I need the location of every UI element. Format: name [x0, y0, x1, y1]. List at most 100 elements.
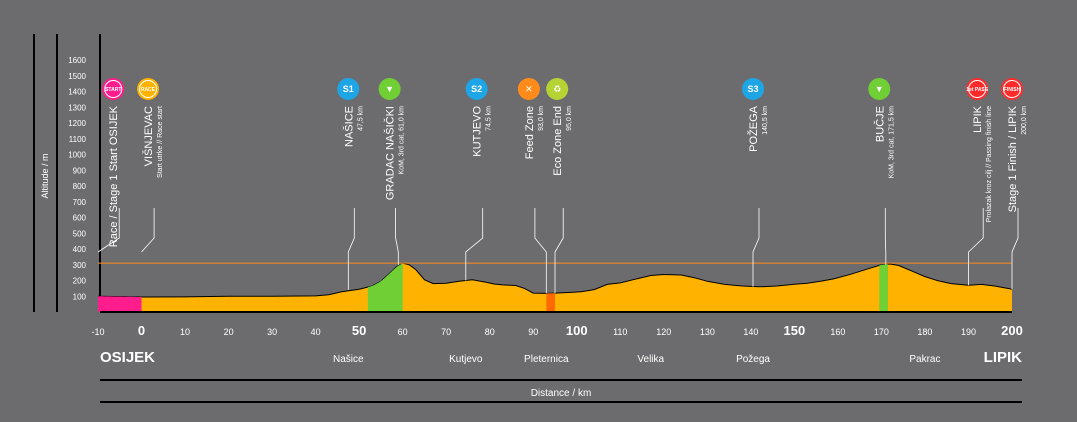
feed-icon-label: ✕: [525, 84, 533, 94]
point-name: VIŠNJEVAC: [142, 106, 155, 166]
x-axis-title: Distance / km: [531, 388, 592, 399]
course-point-start: START Race / Stage 1 Start OSIJEK: [97, 78, 125, 253]
course-points-group: START Race / Stage 1 Start OSIJEK RACE VIŠN…: [97, 78, 1028, 294]
course-point-feed: ✕ Feed Zone 93,0 km: [517, 78, 547, 294]
point-subtitle: 74,5 km: [486, 106, 493, 131]
x-tick-label: 10: [180, 327, 190, 337]
profile-area-group: [97, 262, 1013, 312]
point-name: Race / Stage 1 Start OSIJEK: [108, 105, 120, 247]
x-tick-label: 120: [656, 327, 671, 337]
finish-icon-ring: [968, 80, 987, 98]
point-subtitle: 93,0 km: [538, 106, 545, 131]
x-tick-label: 40: [311, 327, 321, 337]
course-point-finish: 1st PASS LIPIK Prolazak kroz cilj // Passi…: [966, 78, 993, 286]
segment-kom2: [879, 264, 888, 312]
x-tick-label: -10: [91, 327, 104, 337]
y-tick-label: 900: [73, 166, 87, 175]
x-ticks-group: -10 0 10 20 30 40 50 60 70 80 90 100 110 120 130 140 150…: [91, 323, 1022, 338]
course-point-kom: ▼ GRADAC NAŠIČKI KoM, 3rd cat, 61,0 km: [378, 78, 406, 265]
point-name: Feed Zone: [524, 106, 536, 159]
point-name: Eco Zone End: [552, 106, 564, 176]
point-leader-line: [884, 208, 887, 265]
x-tick-label: 140: [743, 327, 758, 337]
y-tick-label: 200: [73, 277, 87, 286]
finish-icon: [1001, 78, 1023, 100]
town-label: Našice: [333, 354, 364, 365]
segment-start: [98, 296, 142, 312]
kom-icon: [378, 78, 401, 100]
point-leader-line: [141, 208, 155, 253]
course-point-sprint: S2 KUTJEVO 74,5 km: [465, 78, 493, 281]
y-tick-label: 400: [73, 245, 87, 254]
course-point-race: RACE VIŠNJEVAC Start utrke // Race start: [137, 78, 164, 253]
x-tick-label: 180: [917, 327, 932, 337]
point-leader-line: [752, 208, 760, 287]
y-tick-label: 1000: [68, 151, 86, 160]
x-tick-label: 110: [613, 327, 627, 337]
town-label: Pakrac: [909, 354, 940, 365]
segment-feed: [546, 293, 555, 312]
point-leader-line: [347, 208, 355, 290]
finish-icon-label: 1st PASS: [966, 87, 989, 93]
point-leader-line: [1011, 208, 1019, 290]
x-tick-label: 130: [700, 327, 715, 337]
point-name: BUČJE: [873, 106, 886, 142]
point-subtitle: 47,5 km: [357, 106, 364, 131]
town-label: LIPIK: [984, 349, 1023, 366]
point-leader-line: [554, 208, 564, 294]
highlight-segments-group: [98, 263, 888, 312]
kom-icon-label: ▼: [875, 84, 884, 94]
eco-icon-label: ♻: [553, 84, 561, 94]
start-icon-label: START: [105, 87, 121, 93]
y-tick-label: 1400: [68, 88, 86, 97]
y-tick-label: 600: [73, 214, 87, 223]
x-tick-label: 0: [138, 323, 145, 338]
x-tick-label: 60: [398, 327, 408, 337]
point-subtitle: KoM, 3rd cat, 171,5 km: [888, 106, 895, 179]
y-tick-label: 300: [73, 261, 87, 270]
race-icon-ring: [139, 80, 158, 98]
point-leader-line: [395, 208, 399, 265]
course-point-eco: ♻ Eco Zone End 95,0 km: [546, 78, 573, 294]
y-tick-label: 800: [73, 182, 87, 191]
x-tick-label: 160: [830, 327, 845, 337]
y-axis-title: Altitude / m: [40, 153, 50, 198]
town-label: Pleternica: [524, 354, 569, 365]
y-tick-label: 100: [73, 292, 87, 301]
sprint-icon-label: S2: [471, 84, 482, 94]
course-point-sprint: S3 POŽEGA 140,5 km: [742, 78, 769, 287]
point-subtitle: 200,0 km: [1021, 106, 1028, 135]
kom-icon: [868, 78, 891, 100]
eco-icon: [546, 78, 569, 100]
point-subtitle: Prolazak kroz cilj // Passing finish lin…: [986, 106, 993, 222]
y-tick-label: 1100: [69, 135, 87, 144]
towns-group: OSIJEK Našice Kutjevo Pleternica Velika Požeg…: [100, 349, 1022, 366]
point-name: GRADAC NAŠIČKI: [384, 106, 397, 200]
point-name: Stage 1 Finish / LIPIK: [1007, 105, 1019, 212]
y-tick-label: 1200: [68, 119, 86, 128]
y-tick-label: 1600: [68, 56, 86, 65]
sprint-icon-label: S1: [343, 84, 354, 94]
x-tick-label: 150: [784, 323, 806, 338]
y-tick-label: 700: [73, 198, 87, 207]
sprint-icon: [465, 78, 488, 100]
finish-icon-label: FINISH: [1004, 87, 1021, 93]
start-icon: [102, 78, 125, 100]
x-tick-label: 170: [874, 327, 889, 337]
point-subtitle: KoM, 3rd cat, 61,0 km: [399, 106, 406, 175]
x-tick-label: 190: [961, 327, 976, 337]
y-tick-label: 500: [73, 229, 87, 238]
sprint-icon: [742, 78, 765, 100]
town-label: Požega: [736, 354, 770, 365]
segment-kom: [367, 263, 403, 312]
y-tick-label: 1500: [68, 72, 86, 81]
sprint-icon-label: S3: [748, 84, 759, 94]
point-name: LIPIK: [972, 105, 984, 133]
start-icon-ring: [104, 80, 123, 98]
point-subtitle: 95,0 km: [566, 106, 573, 131]
race-icon-label: RACE: [141, 87, 156, 93]
town-label: OSIJEK: [100, 349, 155, 366]
sprint-icon: [337, 78, 360, 100]
